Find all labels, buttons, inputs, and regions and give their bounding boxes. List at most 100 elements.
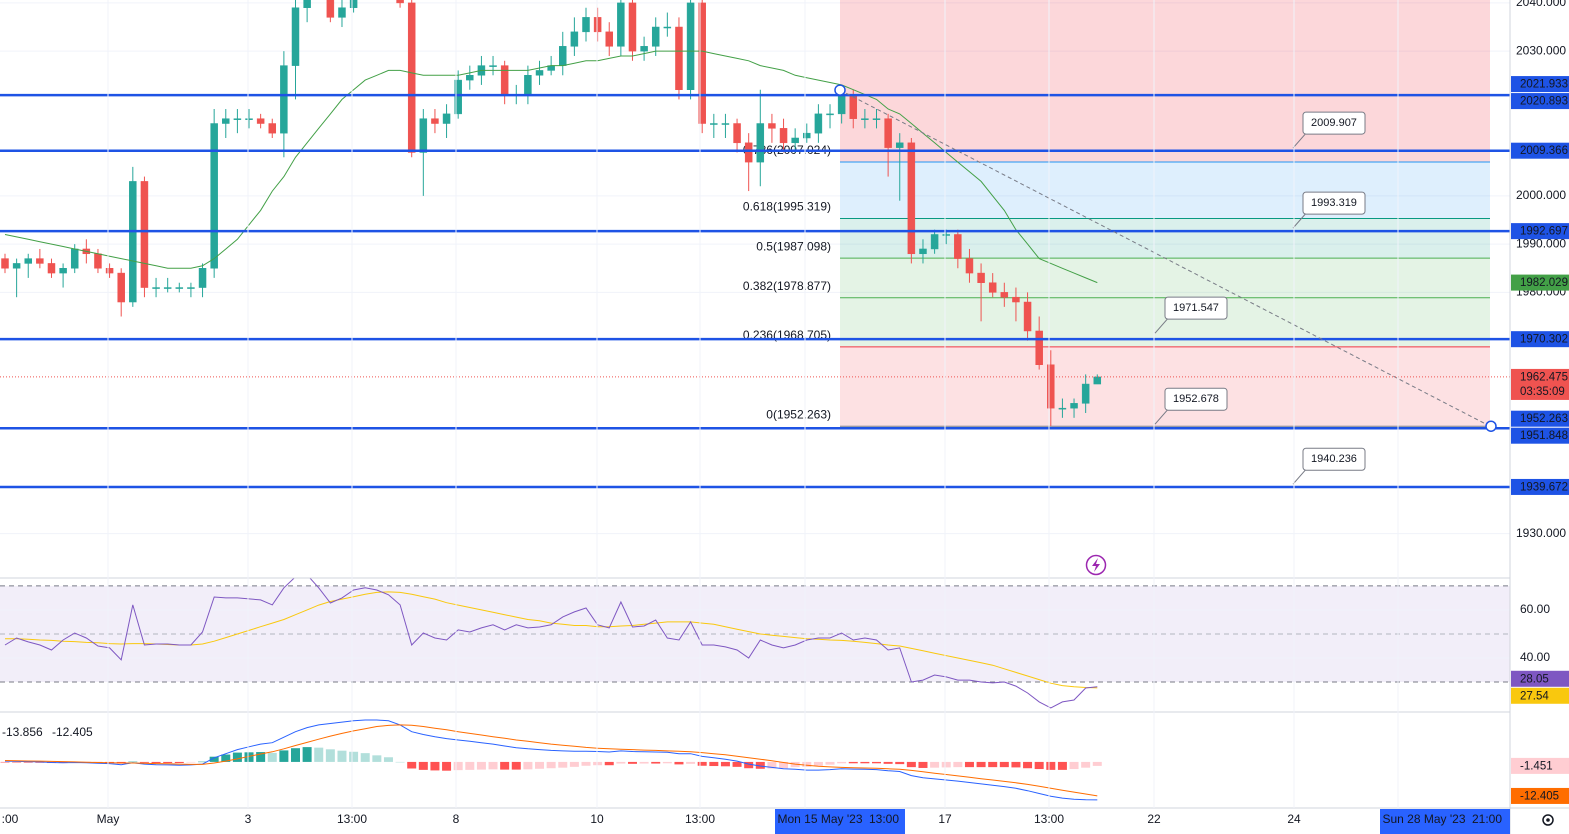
macd-histogram-bar — [476, 761, 486, 770]
x-tick-label: 24 — [1287, 812, 1301, 826]
candle-body — [651, 26, 660, 47]
candle-body — [105, 268, 114, 274]
candle-body — [628, 2, 637, 52]
macd-histogram-bar — [848, 761, 858, 764]
macd-histogram-bar — [616, 761, 626, 764]
candle-body — [1047, 364, 1055, 409]
candle-body — [129, 181, 137, 303]
candle-body — [210, 123, 218, 269]
macd-histogram-bar — [779, 761, 789, 769]
y-tick-label: 2030.000 — [1516, 43, 1566, 57]
candle-body — [686, 2, 695, 90]
macd-histogram-bar — [813, 761, 823, 766]
price-tag: 1970.302 — [1511, 331, 1569, 348]
fib-label: 0.382(1978.877) — [743, 279, 831, 293]
candle-body — [814, 113, 823, 134]
x-tick-label: 17 — [938, 812, 952, 826]
fib-zone-top — [840, 0, 1490, 162]
macd-histogram-bar — [802, 761, 812, 767]
settings-icon[interactable] — [1542, 814, 1554, 826]
candle-body — [326, 0, 335, 18]
macd-histogram-bar — [872, 761, 881, 764]
macd-histogram-bar — [442, 761, 452, 771]
x-tick-label: 21:00 — [1472, 812, 1502, 826]
macd-histogram-bar — [488, 761, 498, 770]
candle-body — [163, 287, 172, 289]
macd-histogram-bar — [1092, 761, 1102, 766]
candle-body — [466, 75, 474, 81]
crosshair-date-box — [775, 809, 905, 834]
price-tag-box — [1511, 274, 1569, 291]
candle-body — [744, 142, 753, 163]
fib-zone — [840, 346, 1490, 427]
x-tick-label: Sun 28 May '23 — [1382, 812, 1465, 826]
price-tag-label: 1970.302 — [1520, 334, 1568, 346]
macd-histogram-bar — [860, 761, 870, 764]
candle-body — [756, 123, 765, 163]
rsi-line — [4, 578, 1098, 709]
macd-histogram-bar — [163, 761, 173, 764]
macd-histogram-bar — [0, 761, 10, 763]
fib-label: 0.5(1987.098) — [756, 239, 831, 253]
x-tick-label: 22 — [1147, 812, 1161, 826]
candle-body — [1000, 292, 1009, 298]
price-tag: 1992.697 — [1511, 223, 1569, 240]
callout-label: 1940.236 — [1311, 453, 1357, 465]
macd-histogram-bar — [407, 761, 417, 769]
macd-histogram-bar — [174, 761, 184, 764]
callout-box — [1302, 447, 1366, 471]
x-tick-label: 8 — [453, 812, 460, 826]
candle-body — [977, 272, 985, 283]
candle-body — [837, 94, 846, 115]
candle-body — [431, 118, 439, 124]
candle-body — [721, 123, 730, 125]
macd-histogram-bar — [755, 761, 765, 769]
candle-body — [256, 118, 265, 124]
macd-histogram-bar — [302, 747, 312, 762]
candle-body — [1070, 403, 1078, 409]
price-tag-label: 1952.263 — [1520, 413, 1568, 425]
macd-histogram-bar — [686, 761, 696, 764]
callout-box — [1164, 387, 1228, 411]
price-tag: 27.54 — [1511, 687, 1569, 704]
fib-zone — [840, 218, 1490, 259]
macd-histogram-bar — [732, 761, 742, 767]
rsi-pane — [0, 578, 1510, 709]
price-tag-box — [1511, 427, 1569, 444]
macd-histogram-bar — [581, 761, 591, 766]
callout-pointer — [1154, 407, 1170, 425]
macd-histogram-bar — [418, 761, 428, 770]
macd-histogram-bar — [697, 761, 707, 766]
macd-histogram-bar — [895, 761, 905, 765]
macd-histogram-bar — [139, 761, 149, 763]
price-tag-label: 1951.848 — [1520, 430, 1568, 442]
candle-body — [872, 118, 881, 120]
y-tick-label: 2040.000 — [1516, 0, 1566, 9]
price-tag-box — [1511, 76, 1569, 93]
candle-body — [349, 0, 358, 8]
macd-histogram-bar — [767, 761, 777, 769]
price-tag-box — [1511, 687, 1569, 704]
macd-histogram-bar — [1034, 761, 1044, 770]
candle-body — [24, 258, 32, 264]
macd-histogram-bar — [535, 761, 545, 769]
price-tag-label: -12.405 — [1520, 790, 1559, 802]
callout-label: 1952.678 — [1173, 393, 1219, 405]
callout-box — [1302, 111, 1366, 135]
macd-histogram-bar — [546, 761, 556, 769]
price-tag-box — [1511, 410, 1569, 427]
macd-histogram-bar — [128, 761, 138, 763]
price-tag-label: 28.05 — [1520, 673, 1549, 685]
macd-histogram-bar — [639, 761, 649, 764]
macd-histogram-bar — [221, 754, 231, 762]
price-tag: -12.405 — [1511, 787, 1569, 804]
macd-histogram-bar — [372, 755, 382, 762]
candle-body — [559, 46, 567, 66]
alert-icon[interactable] — [1085, 554, 1107, 576]
callout-pointer — [1154, 316, 1170, 334]
callout-label: 1971.547 — [1173, 302, 1219, 314]
macd-histogram-bar — [209, 756, 219, 762]
trendline-end — [1485, 420, 1497, 432]
candle-body — [489, 65, 497, 67]
